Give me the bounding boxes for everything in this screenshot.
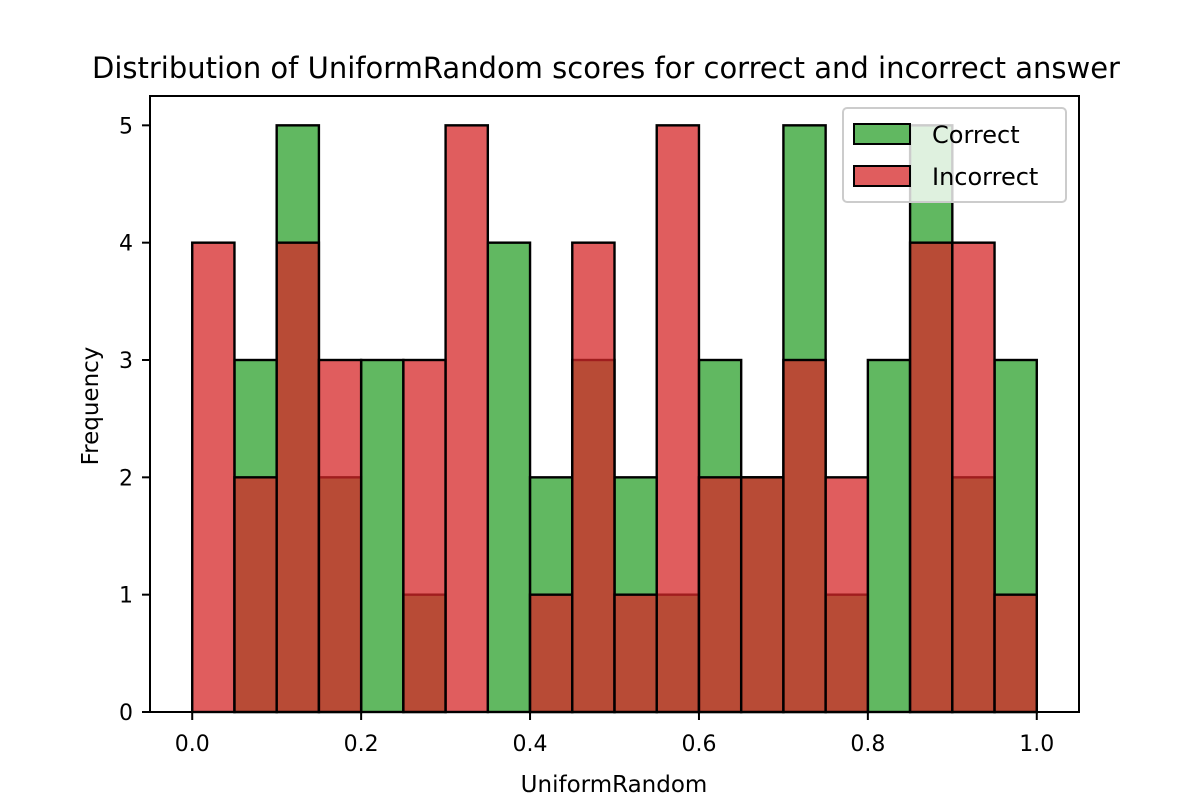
- bar-incorrect-5: [402, 358, 447, 714]
- legend-label-correct: Correct: [932, 121, 1020, 149]
- y-tick-label: 2: [119, 466, 133, 491]
- bar-correct-7: [486, 241, 532, 714]
- bar-incorrect-6: [444, 124, 490, 714]
- y-tick-label: 0: [119, 701, 133, 726]
- bar-incorrect-18: [951, 241, 996, 714]
- bar-incorrect-3: [317, 358, 363, 714]
- bar-incorrect-8: [528, 593, 574, 714]
- bar-incorrect-15: [824, 476, 870, 714]
- bar-incorrect-9: [571, 241, 616, 714]
- bars-layer: [191, 124, 1038, 714]
- bar-incorrect-1: [233, 476, 278, 714]
- bar-incorrect-12: [697, 476, 743, 714]
- bar-incorrect-17: [908, 241, 954, 714]
- y-tick-label: 1: [119, 584, 133, 609]
- bar-incorrect-13: [739, 476, 785, 714]
- bar-correct-16: [866, 358, 912, 714]
- y-tick-label: 5: [119, 114, 133, 139]
- bar-incorrect-10: [613, 593, 658, 714]
- legend-label-incorrect: Incorrect: [932, 163, 1038, 191]
- bar-incorrect-2: [275, 241, 321, 714]
- x-tick-label: 0.0: [175, 732, 210, 757]
- x-tick-label: 1.0: [1019, 732, 1054, 757]
- bar-incorrect-11: [655, 124, 701, 714]
- legend-swatch-correct: [853, 123, 911, 145]
- legend: Correct Incorrect: [842, 107, 1067, 203]
- bar-correct-4: [359, 358, 405, 714]
- y-tick-label: 3: [119, 349, 133, 374]
- bar-incorrect-14: [782, 358, 827, 714]
- x-axis-label: UniformRandom: [521, 772, 708, 798]
- legend-swatch-incorrect: [853, 165, 911, 187]
- x-tick-label: 0.6: [681, 732, 716, 757]
- y-tick-label: 4: [119, 232, 133, 257]
- x-tick-label: 0.4: [513, 732, 548, 757]
- chart-title: Distribution of UniformRandom scores for…: [92, 51, 1120, 85]
- x-tick-label: 0.8: [850, 732, 885, 757]
- plot-frame: [149, 95, 1080, 713]
- y-axis-label: Frequency: [78, 347, 104, 466]
- bar-incorrect-0: [191, 241, 236, 714]
- ticks-layer: 0.0 0.2 0.4 0.6 0.8 1.0 0 1 2 3 4 5: [119, 114, 1054, 757]
- series-incorrect: [191, 124, 1038, 714]
- x-tick-label: 0.2: [344, 732, 379, 757]
- bar-incorrect-19: [993, 593, 1038, 714]
